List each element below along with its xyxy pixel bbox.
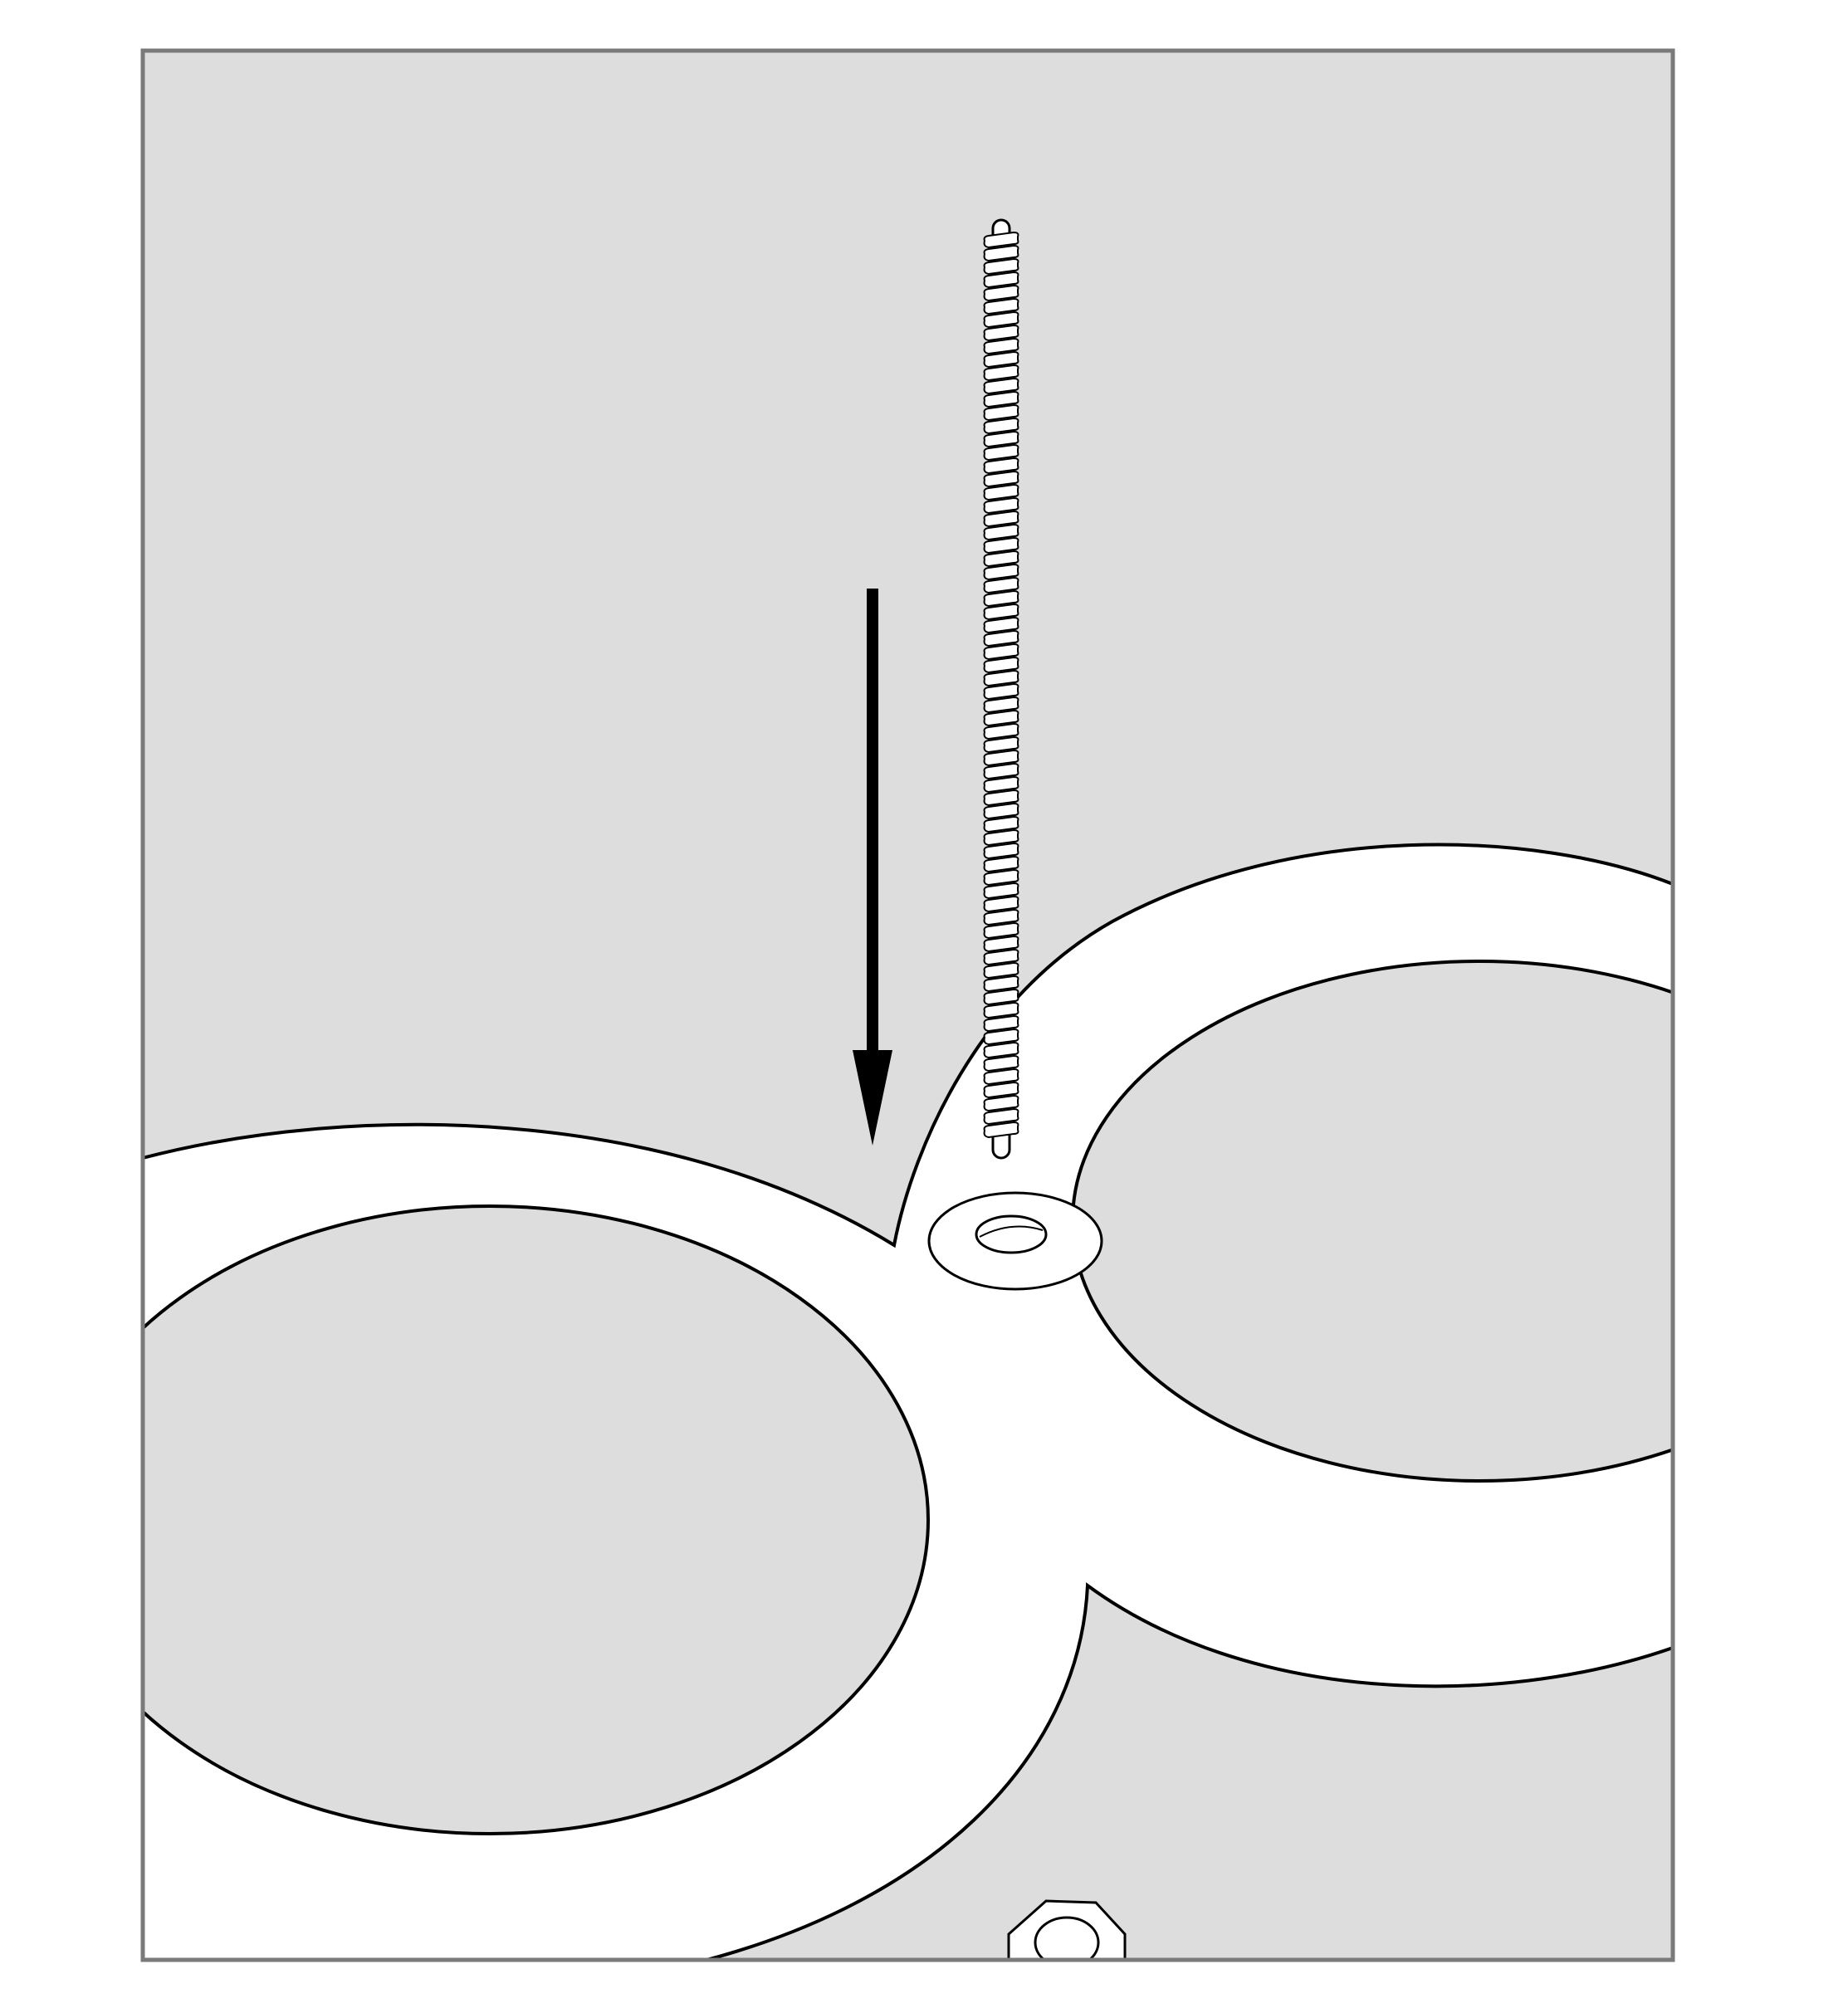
- rod-thread-coil: [983, 749, 1019, 767]
- rod-thread-coil: [983, 470, 1019, 488]
- panel-border: [140, 48, 1675, 1962]
- rod-thread-coil: [983, 550, 1019, 568]
- rod-thread-coil: [983, 536, 1019, 555]
- left-ring-hole: [143, 1204, 930, 1835]
- rod-thread-coil: [983, 1041, 1019, 1059]
- rod-thread-coil: [983, 496, 1019, 515]
- rod-thread-coil: [983, 523, 1019, 541]
- rod-thread-coil: [983, 1001, 1019, 1019]
- rod-thread-coil: [983, 908, 1019, 926]
- rod-thread-coil: [983, 921, 1019, 940]
- rod-thread-coil: [983, 417, 1019, 435]
- rod-thread-coil: [983, 483, 1019, 501]
- rod-thread-coil: [983, 682, 1019, 701]
- hex-nut-icon: [1007, 1899, 1127, 1960]
- rod-thread-coil: [983, 284, 1019, 302]
- rod-thread-coil: [983, 337, 1019, 355]
- rod-thread-coil: [983, 1121, 1019, 1139]
- rod-thread-coil: [983, 1068, 1019, 1086]
- rod-thread-coil: [983, 802, 1019, 820]
- rod-thread-coil: [983, 669, 1019, 687]
- rod-thread-coil: [983, 935, 1019, 953]
- rod-thread-coil: [983, 868, 1019, 887]
- rod-thread-coil: [983, 350, 1019, 369]
- rod-thread-coil: [983, 324, 1019, 342]
- rod-thread-coil: [983, 231, 1019, 249]
- rod-thread-coil: [983, 310, 1019, 329]
- rod-thread-coil: [983, 842, 1019, 860]
- rod-thread-coil: [983, 563, 1019, 581]
- rod-thread-coil: [983, 271, 1019, 289]
- rod-thread-coil: [983, 882, 1019, 900]
- rod-thread-coil: [983, 762, 1019, 780]
- rod-thread-coil: [983, 1094, 1019, 1112]
- ring-frame: [143, 843, 1673, 1960]
- rod-thread-coil: [983, 403, 1019, 422]
- rod-thread-coil: [983, 629, 1019, 647]
- rod-thread-coil: [983, 828, 1019, 847]
- rod-thread-coil: [983, 855, 1019, 873]
- washer-icon: [927, 1191, 1103, 1291]
- rod-thread-coil: [983, 297, 1019, 315]
- rod-thread-coil: [983, 443, 1019, 462]
- rod-thread-coil: [983, 961, 1019, 980]
- rod-thread-coil: [983, 1028, 1019, 1046]
- threaded-rod-icon: [983, 218, 1019, 1160]
- rod-thread-coil: [983, 430, 1019, 448]
- rod-thread-coil: [983, 576, 1019, 594]
- rod-thread-coil: [983, 1081, 1019, 1099]
- arrow-down-icon: [853, 589, 892, 1146]
- rod-threads: [983, 231, 1019, 1139]
- rod-thread-coil: [983, 364, 1019, 382]
- rod-thread-coil: [983, 457, 1019, 475]
- rod-thread-coil: [983, 589, 1019, 608]
- rod-thread-coil: [983, 815, 1019, 833]
- rod-thread-coil: [983, 696, 1019, 714]
- rod-thread-coil: [983, 616, 1019, 634]
- rod-thread-coil: [983, 1054, 1019, 1072]
- right-ring-hole: [1071, 960, 1673, 1483]
- rod-thread-coil: [983, 975, 1019, 993]
- rod-thread-coil: [983, 603, 1019, 621]
- rod-thread-coil: [983, 510, 1019, 528]
- rod-thread-coil: [983, 1107, 1019, 1126]
- rod-thread-coil: [983, 895, 1019, 913]
- rod-thread-coil: [983, 377, 1019, 395]
- rod-thread-coil: [983, 948, 1019, 966]
- rod-thread-coil: [983, 642, 1019, 661]
- rod-thread-coil: [983, 656, 1019, 674]
- rod-thread-coil: [983, 257, 1019, 276]
- rod-thread-coil: [983, 735, 1019, 754]
- rod-thread-coil: [983, 244, 1019, 262]
- rod-thread-coil: [983, 988, 1019, 1006]
- rod-thread-coil: [983, 775, 1019, 794]
- rod-thread-coil: [983, 709, 1019, 727]
- rod-thread-coil: [983, 390, 1019, 408]
- rod-thread-coil: [983, 1014, 1019, 1033]
- rod-thread-coil: [983, 789, 1019, 807]
- rod-thread-coil: [983, 722, 1019, 740]
